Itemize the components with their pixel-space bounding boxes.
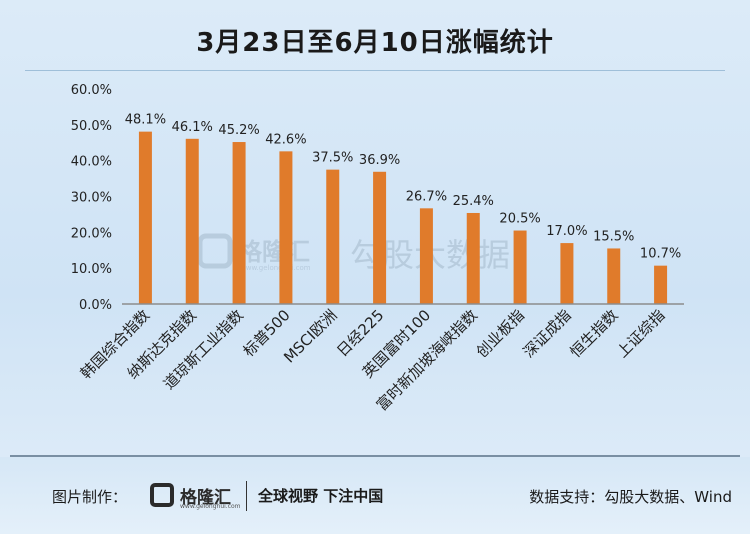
bar-value-label: 25.4%: [453, 194, 494, 209]
logo-icon: [150, 483, 174, 507]
bar: [138, 131, 152, 304]
bar-value-label: 15.5%: [593, 229, 634, 244]
logo-url: www.gelonghui.com: [180, 503, 241, 510]
watermark-logo-icon: [197, 233, 233, 269]
bar-value-label: 17.0%: [546, 224, 587, 239]
footer-separator: [246, 481, 247, 511]
x-category-label: 创业板指: [473, 306, 528, 361]
y-tick-label: 10.0%: [71, 262, 112, 277]
y-tick-label: 20.0%: [71, 226, 112, 241]
footer: 图片制作： 格隆汇 www.gelonghui.com 全球视野 下注中国 数据…: [0, 457, 750, 534]
slogan: 全球视野 下注中国: [258, 487, 384, 505]
x-category-label: 上证综指: [613, 306, 668, 361]
bar: [419, 208, 433, 304]
bar-value-label: 48.1%: [125, 113, 166, 128]
y-tick-label: 60.0%: [71, 83, 112, 98]
bar: [513, 230, 527, 304]
bar-value-label: 36.9%: [359, 153, 400, 168]
bar-value-label: 42.6%: [265, 132, 306, 147]
watermark-logo-url: www.gelonghui.com: [240, 264, 311, 272]
bar-value-label: 20.5%: [499, 212, 540, 227]
y-tick-label: 50.0%: [71, 119, 112, 134]
bar: [326, 169, 340, 304]
bars: 48.1% 46.1% 45.2% 42.6% 37.5% 36.9% 26.7% 25.4%…: [125, 113, 681, 304]
bar: [373, 171, 387, 304]
footer-divider: [10, 455, 740, 457]
y-tick-label: 40.0%: [71, 155, 112, 170]
title-divider: [25, 70, 725, 71]
bar: [232, 142, 246, 304]
bar: [279, 151, 293, 304]
bar-chart: 格隆汇 www.gelonghui.com 勾股大数据 0.0% 10.0% 20.…: [71, 83, 684, 414]
footer-logo: 格隆汇 www.gelonghui.com: [150, 481, 241, 513]
bar-value-label: 45.2%: [218, 123, 259, 138]
bar-value-label: 10.7%: [640, 247, 681, 262]
bar: [560, 243, 574, 304]
watermark-logo-text: 格隆汇: [238, 238, 310, 266]
bar-value-label: 46.1%: [172, 120, 213, 135]
y-axis: 0.0% 10.0% 20.0% 30.0% 40.0% 50.0% 60.0%: [71, 83, 112, 313]
y-tick-label: 30.0%: [71, 191, 112, 206]
x-category-label: 深证成指: [520, 306, 575, 361]
y-tick-label: 0.0%: [79, 298, 112, 313]
bar: [654, 265, 668, 304]
logo-text: 格隆汇: [180, 488, 231, 508]
bar: [607, 248, 621, 304]
x-category-label: 恒生指数: [566, 306, 621, 361]
bar: [466, 212, 480, 304]
chart-title: 3月23日至6月10日涨幅统计: [196, 28, 554, 58]
watermark: 格隆汇 www.gelonghui.com 勾股大数据: [197, 232, 510, 274]
bar-value-label: 26.7%: [406, 189, 447, 204]
data-source: 数据支持：勾股大数据、Wind: [529, 488, 732, 506]
bar: [185, 138, 199, 304]
x-axis-labels: 韩国综合指数纳斯达克指数道琼斯工业指数标普500MSCI欧洲日经225英国富时1…: [77, 306, 669, 414]
made-by-label: 图片制作：: [52, 488, 128, 506]
bar-value-label: 37.5%: [312, 151, 353, 166]
